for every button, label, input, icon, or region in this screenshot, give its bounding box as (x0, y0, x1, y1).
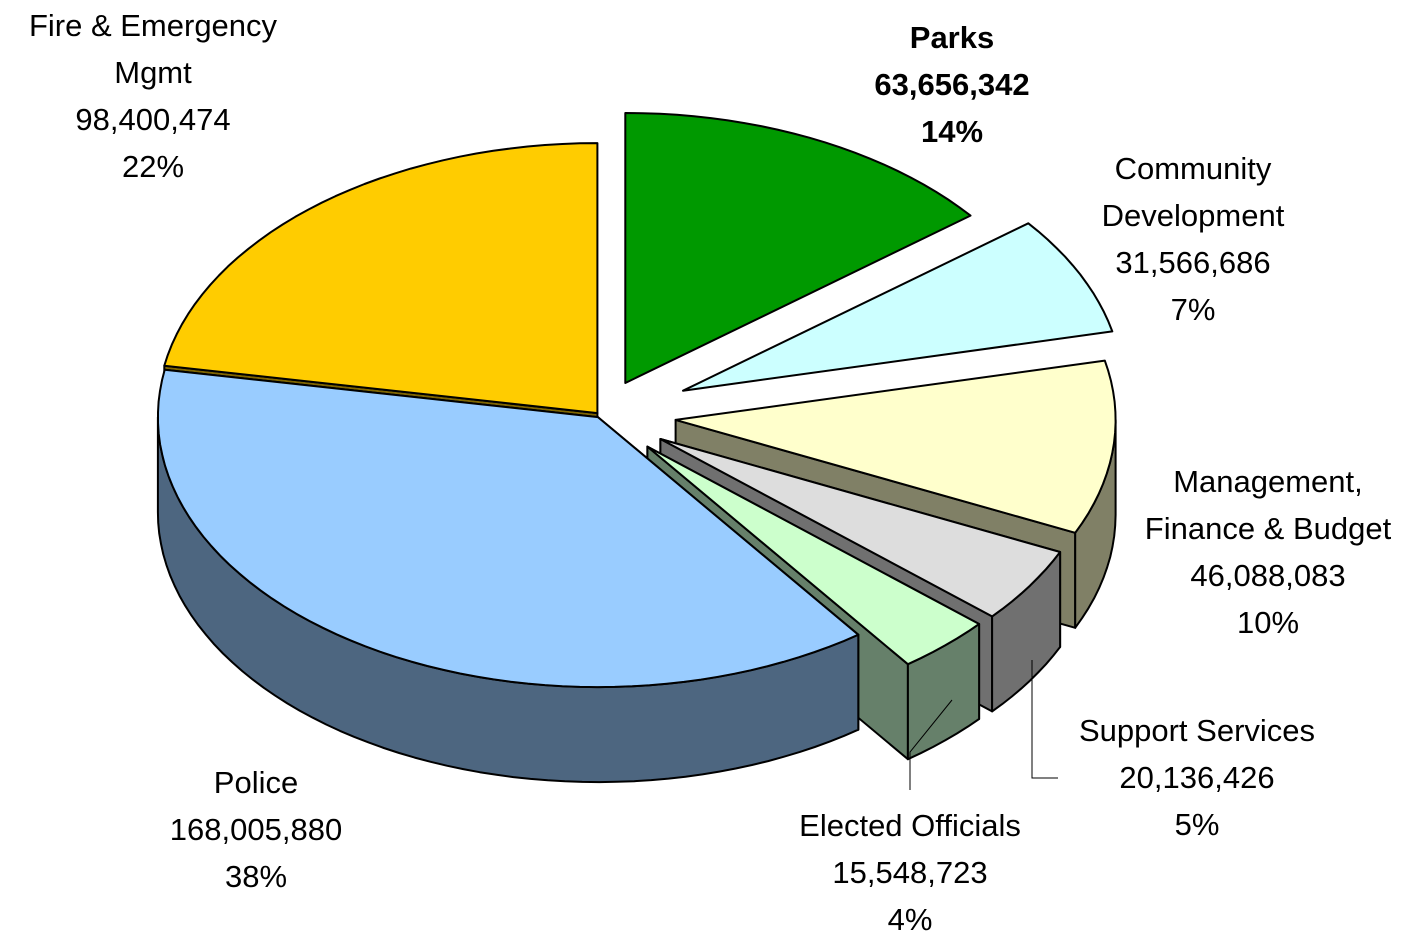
label-police-name: Police (213, 765, 299, 800)
leader-line-support (1031, 660, 1058, 779)
label-parks-name: Parks (909, 20, 995, 55)
pie-slice-community (682, 222, 1114, 392)
label-support-name: Support Services (1078, 713, 1316, 748)
label-community-percent: 7% (1170, 292, 1216, 327)
pie-slice-elected-top (646, 445, 981, 666)
label-elected-name: Elected Officials (799, 808, 1021, 843)
label-community: Community Development 31,566,686 7% (1102, 145, 1285, 333)
label-police: Police 168,005,880 38% (170, 759, 342, 900)
label-police-value: 168,005,880 (169, 812, 343, 847)
pie-slice-support-top (659, 438, 1062, 618)
pie-slice-police-top (157, 368, 860, 689)
label-management-line1: Management, (1173, 464, 1363, 499)
leader-line-elected (909, 699, 953, 790)
label-management-line2: Finance & Budget (1144, 511, 1392, 546)
label-elected: Elected Officials 15,548,723 4% (799, 802, 1021, 938)
label-elected-percent: 4% (887, 902, 933, 937)
label-support-percent: 5% (1174, 807, 1220, 842)
label-community-line2: Development (1101, 198, 1285, 233)
label-management-value: 46,088,083 (1190, 558, 1346, 593)
label-fire-line2: Mgmt (114, 55, 192, 90)
label-fire-percent: 22% (121, 149, 185, 184)
label-community-value: 31,566,686 (1115, 245, 1271, 280)
pie-slice-parks-top (624, 112, 972, 384)
pie-slice-management-top (674, 359, 1117, 534)
pie-slice-police (156, 368, 860, 784)
pie-slice-fire-top (163, 142, 599, 415)
label-support-value: 20,136,426 (1119, 760, 1275, 795)
label-community-line1: Community (1114, 151, 1272, 186)
label-elected-value: 15,548,723 (832, 855, 988, 890)
label-parks-value: 63,656,342 (874, 67, 1030, 102)
pie-slice-parks (624, 112, 972, 384)
label-support: Support Services 20,136,426 5% (1079, 707, 1315, 848)
label-parks-percent: 14% (920, 114, 984, 149)
pie-slice-community-top (682, 222, 1114, 392)
label-police-percent: 38% (224, 859, 288, 894)
label-management: Management, Finance & Budget 46,088,083 … (1145, 458, 1391, 646)
label-parks: Parks 63,656,342 14% (874, 14, 1029, 155)
label-fire: Fire & Emergency Mgmt 98,400,474 22% (29, 2, 277, 190)
label-fire-value: 98,400,474 (75, 102, 231, 137)
label-management-percent: 10% (1236, 605, 1300, 640)
label-fire-line1: Fire & Emergency (28, 8, 278, 43)
